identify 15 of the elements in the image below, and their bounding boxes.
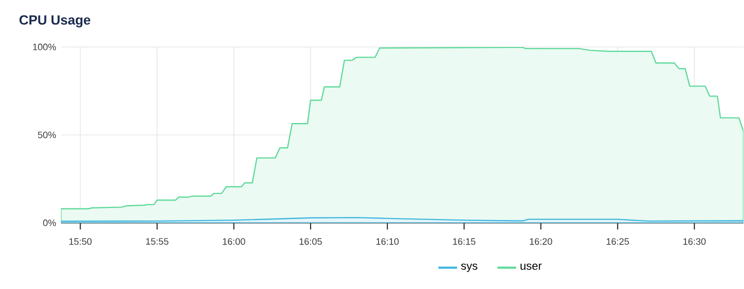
legend-label: sys bbox=[461, 264, 478, 272]
chart-title: CPU Usage bbox=[19, 15, 90, 28]
legend-label: user bbox=[520, 264, 542, 270]
x-tick-label: 16:15 bbox=[453, 238, 476, 245]
x-tick-label: 16:00 bbox=[222, 238, 246, 245]
y-tick-label: 100% bbox=[33, 44, 56, 50]
x-tick-label: 16:20 bbox=[530, 238, 552, 245]
y-tick-label: 50% bbox=[38, 132, 56, 138]
x-tick-label: 16:25 bbox=[606, 238, 629, 245]
x-tick-label: 16:30 bbox=[683, 238, 706, 245]
x-tick-label: 15:55 bbox=[146, 238, 168, 245]
x-tick-label: 16:05 bbox=[300, 238, 322, 245]
y-tick-label: 0% bbox=[43, 220, 56, 226]
x-tick-label: 16:10 bbox=[376, 238, 399, 245]
x-tick-label: 15:50 bbox=[69, 238, 92, 245]
